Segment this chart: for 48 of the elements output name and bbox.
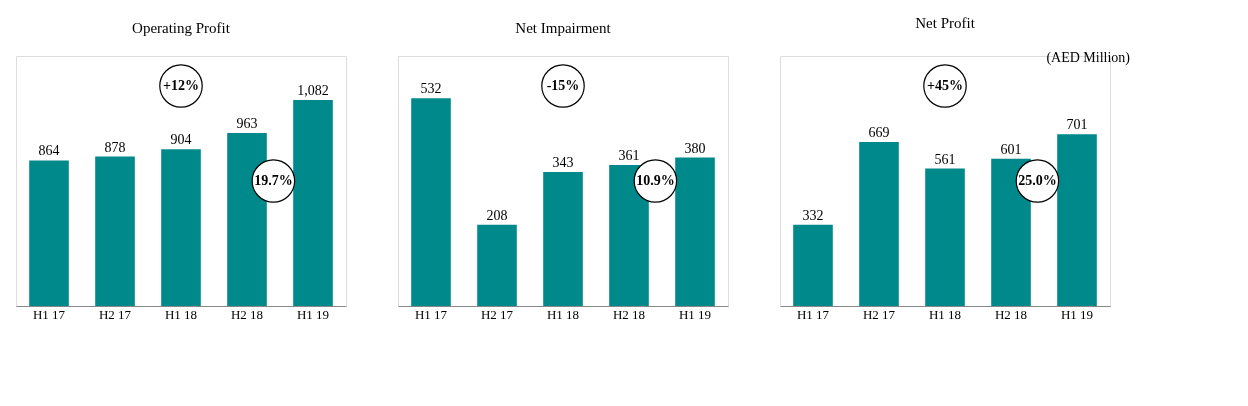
bar	[675, 157, 715, 306]
data-label: 1,082	[297, 82, 329, 98]
data-label: 561	[934, 151, 956, 167]
bar	[411, 98, 451, 306]
annotation: -15%	[546, 78, 580, 93]
data-label: 701	[1066, 117, 1088, 133]
data-label: 343	[552, 155, 574, 171]
annotation: +45%	[927, 78, 963, 93]
annotation: 19.7%	[254, 173, 293, 188]
annotation: 10.9%	[636, 173, 675, 188]
data-label: 332	[802, 207, 824, 223]
data-label: 878	[104, 139, 126, 155]
data-label: 532	[420, 81, 442, 97]
x-tick-label: H2 17	[98, 306, 132, 322]
annotation: (AED Million)	[1046, 50, 1131, 66]
data-label: 669	[868, 125, 890, 141]
bar	[793, 224, 833, 306]
x-tick-label: H1 18	[546, 306, 580, 322]
chart-title: Operating Profit	[132, 20, 231, 36]
x-tick-label: H2 18	[994, 306, 1028, 322]
x-tick-label: H1 17	[796, 306, 830, 322]
data-label: 864	[38, 143, 60, 159]
data-label: 208	[486, 207, 508, 223]
bar	[543, 172, 583, 306]
data-label: 904	[170, 132, 192, 148]
x-tick-label: H1 17	[32, 306, 66, 322]
x-tick-label: H2 18	[230, 306, 264, 322]
x-tick-label: H1 17	[414, 306, 448, 322]
x-tick-label: H2 18	[612, 306, 646, 322]
x-tick-label: H2 17	[862, 306, 896, 322]
annotation: 25.0%	[1018, 173, 1057, 188]
data-label: 963	[236, 115, 258, 131]
chart-title: Net Impairment	[515, 20, 612, 36]
bar	[925, 168, 965, 306]
data-label: 361	[618, 147, 640, 163]
x-tick-label: H1 19	[1060, 306, 1094, 322]
x-tick-label: H1 18	[928, 306, 962, 322]
annotation: +12%	[163, 78, 199, 93]
data-label: 601	[1000, 141, 1022, 157]
bar	[859, 142, 899, 306]
bar	[1057, 134, 1097, 306]
data-label: 380	[684, 140, 706, 156]
bar	[477, 224, 517, 306]
x-tick-label: H2 17	[480, 306, 514, 322]
chart-title: Net Profit	[915, 15, 976, 31]
x-tick-label: H1 19	[296, 306, 330, 322]
x-tick-label: H1 19	[678, 306, 712, 322]
x-tick-label: H1 18	[164, 306, 198, 322]
